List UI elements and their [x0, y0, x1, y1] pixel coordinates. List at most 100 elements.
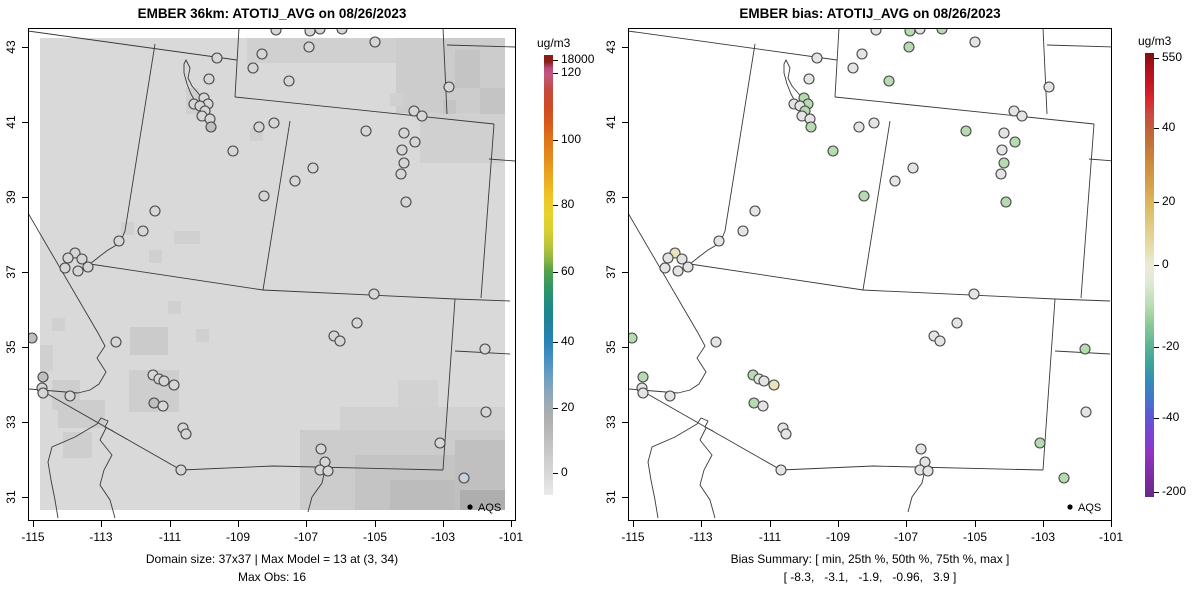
x-tick-label: -107	[893, 530, 919, 544]
aqs-site-marker	[396, 144, 408, 156]
model-grid-cell	[420, 113, 505, 163]
aqs-site-marker	[780, 428, 792, 440]
aqs-site-marker	[64, 390, 76, 402]
wyoming-east-border	[442, 28, 448, 115]
utah-colorado-border	[262, 120, 291, 291]
model-grid-cell	[480, 88, 505, 114]
aqs-site-marker	[858, 190, 870, 202]
aqs-site-marker	[37, 371, 49, 383]
aqs-site-marker	[637, 371, 649, 383]
kansas-border	[1088, 158, 1112, 162]
bias-panel-title: EMBER bias: ATOTIJ_AVG on 08/26/2023	[739, 6, 1001, 21]
utah-west-border	[689, 43, 756, 265]
y-tick-label: 41	[604, 115, 618, 129]
colorbar-tick-label: 20	[1162, 194, 1176, 208]
aqs-site-marker	[889, 175, 901, 187]
model-caption-line1: Domain size: 37x37 | Max Model = 13 at (…	[145, 552, 399, 566]
aqs-site-marker	[1080, 406, 1092, 418]
model-grid-cell	[443, 100, 456, 114]
aqs-site-marker	[903, 41, 915, 53]
lat37-border	[89, 263, 511, 302]
model-colorbar	[544, 55, 553, 495]
aqs-site-marker	[110, 336, 122, 348]
y-tick-label: 37	[4, 265, 18, 279]
x-tick-label: -105	[962, 530, 988, 544]
colorado-river	[677, 332, 707, 394]
plot-box	[628, 28, 1112, 521]
x-tick-mark	[306, 521, 307, 527]
aqs-site-marker	[1000, 196, 1012, 208]
x-tick-label: -111	[758, 530, 782, 544]
aqs-site-marker	[37, 387, 49, 399]
aqs-site-marker	[303, 41, 315, 53]
y-tick-mark	[622, 197, 628, 198]
river-delta-hook	[96, 417, 114, 432]
nebraska-border	[1046, 44, 1112, 48]
y-tick-mark	[22, 347, 28, 348]
aqs-site-marker	[803, 73, 815, 85]
colorbar-tick-label: 550	[1162, 50, 1183, 64]
aqs-site-marker	[72, 265, 84, 277]
x-tick-label: -113	[689, 530, 713, 544]
wyoming-west-border	[234, 28, 240, 98]
y-tick-label: 39	[604, 190, 618, 204]
map-bias: AQS	[628, 28, 1112, 521]
colorbar-tick-label: 120	[561, 65, 582, 79]
aqs-site-marker	[409, 136, 421, 148]
aqs-site-marker	[805, 121, 817, 133]
aqs-site-marker	[676, 253, 688, 265]
aqs-site-marker	[168, 379, 180, 391]
model-grid-cell	[398, 380, 438, 407]
river-delta-hook	[696, 417, 714, 432]
aqs-site-marker	[922, 465, 934, 477]
aqs-site-marker	[416, 110, 428, 122]
aqs-site-marker	[775, 464, 787, 476]
aqs-site-marker	[996, 144, 1008, 156]
colorbar-tick-mark	[553, 60, 558, 61]
colorbar-tick-label: 80	[561, 197, 575, 211]
aqs-site-marker	[351, 317, 363, 329]
x-tick-mark	[770, 521, 771, 527]
aqs-site-marker	[664, 390, 676, 402]
colorado-river	[77, 332, 107, 394]
model-grid-cell	[174, 231, 200, 244]
bias-caption-line2: [ -8.3, -3.1, -1.9, -0.96, 3.9 ]	[783, 570, 957, 584]
lat41-border	[234, 96, 495, 125]
x-tick-mark	[238, 521, 239, 527]
colorbar-tick-label: 40	[561, 334, 575, 348]
model-colorbar-unit: ug/m3	[537, 36, 571, 50]
aqs-site-marker	[951, 317, 963, 329]
model-grid-cell	[196, 329, 209, 342]
aqs-site-marker	[1034, 437, 1046, 449]
x-tick-mark	[701, 521, 702, 527]
x-tick-label: -101	[498, 530, 524, 544]
model-caption-line2: Max Obs: 16	[237, 570, 307, 584]
x-tick-mark	[1043, 521, 1044, 527]
aqs-site-marker	[479, 343, 491, 355]
aqs-site-marker	[62, 252, 74, 264]
aqs-site-marker	[175, 464, 187, 476]
wyoming-east-border	[1042, 28, 1048, 115]
model-grid-cell	[121, 222, 134, 235]
aqs-site-marker	[369, 36, 381, 48]
colorbar-tick-label: 20	[561, 400, 575, 414]
colorbar-tick-mark	[553, 342, 558, 343]
aqs-site-marker	[59, 262, 71, 274]
kansas-border	[488, 158, 516, 162]
aqs-site-marker	[113, 235, 125, 247]
aqs-site-marker	[258, 190, 270, 202]
y-tick-label: 31	[4, 490, 18, 504]
model-panel-title: EMBER 36km: ATOTIJ_AVG on 08/26/2023	[137, 6, 407, 21]
colorbar-tick-mark	[553, 272, 558, 273]
aqs-site-marker	[907, 162, 919, 174]
aqs-site-marker	[1016, 110, 1028, 122]
aqs-site-marker	[157, 400, 169, 412]
aqs-site-marker	[1058, 472, 1070, 484]
aqs-site-marker	[304, 28, 316, 37]
aqs-site-marker	[968, 288, 980, 300]
y-tick-label: 35	[604, 340, 618, 354]
y-tick-label: 33	[4, 415, 18, 429]
rio-grande	[307, 469, 326, 513]
aqs-site-marker	[247, 62, 259, 74]
colorbar-tick-mark	[553, 73, 558, 74]
